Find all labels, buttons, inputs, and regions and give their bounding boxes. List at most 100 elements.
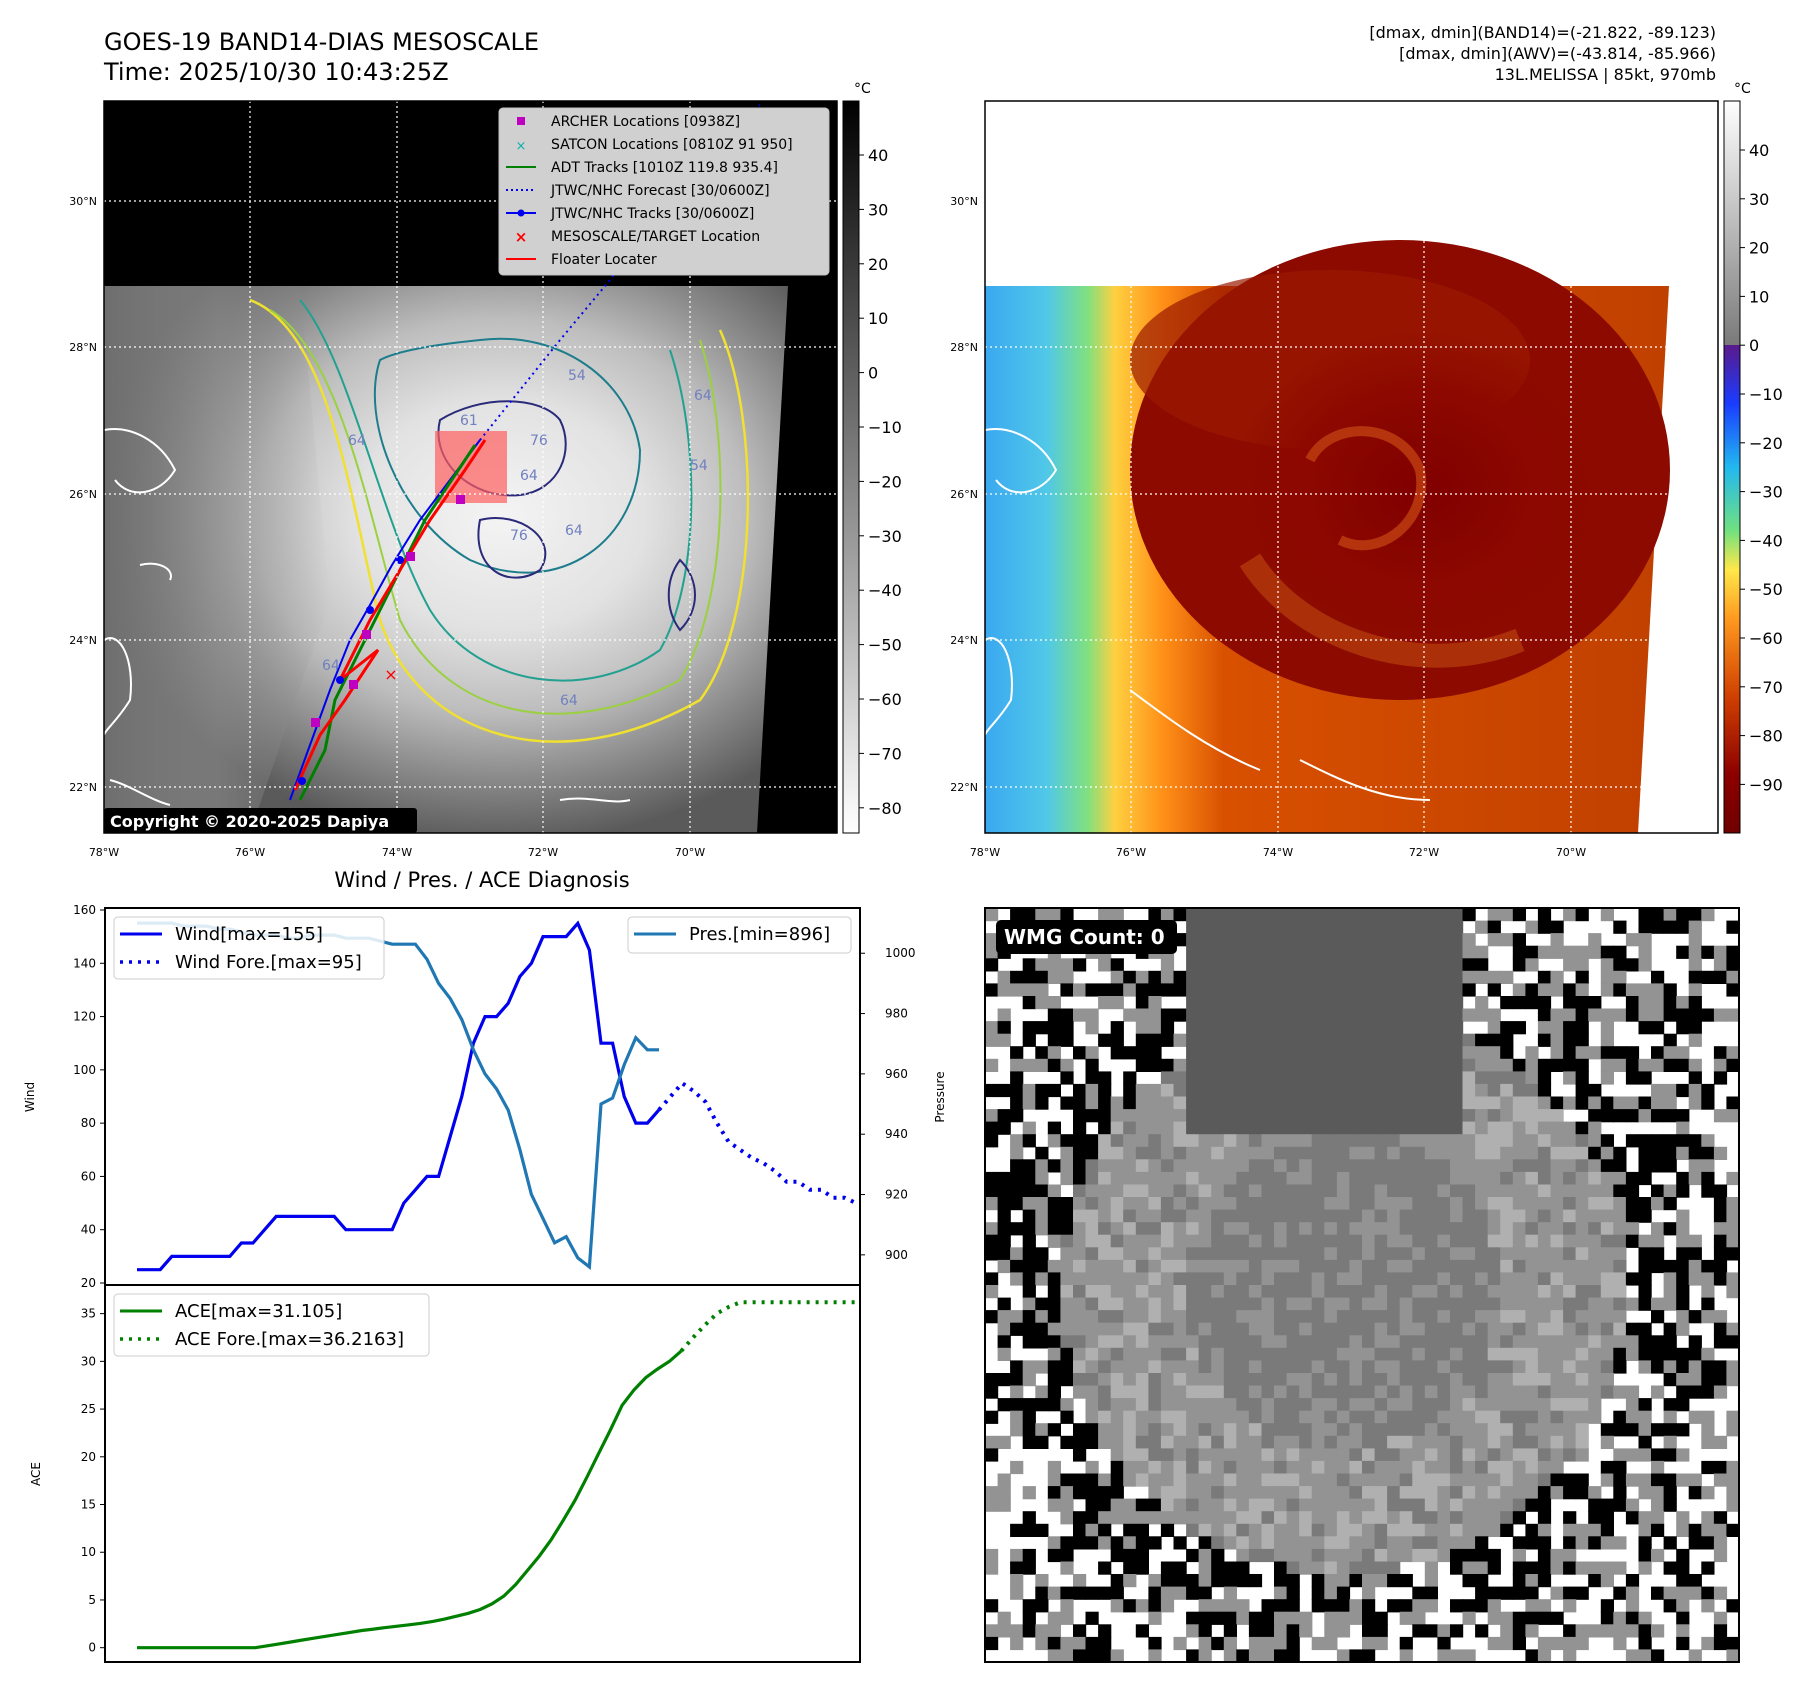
ace-axis-label: ACE	[29, 1462, 43, 1486]
wmg-cell	[1424, 920, 1438, 934]
ir-clear-air	[104, 286, 330, 833]
wmg-cell	[1475, 1222, 1489, 1236]
wmg-cell	[1475, 1360, 1489, 1374]
wmg-cell	[1424, 970, 1438, 984]
wmg-cell	[1487, 1209, 1501, 1223]
wmg-cell	[1638, 1435, 1652, 1449]
wmg-cell	[1211, 1247, 1225, 1261]
wmg-cell	[1047, 1197, 1061, 1211]
wmg-cell	[1198, 1536, 1212, 1550]
colorbar-tick-label: 10	[868, 309, 888, 328]
wmg-cell	[1613, 1222, 1627, 1236]
wmg-cell	[1600, 1171, 1614, 1186]
wmg-cell	[1726, 1109, 1740, 1123]
wmg-cell	[1651, 1385, 1665, 1399]
wmg-cell	[1550, 1033, 1564, 1047]
wmg-cell	[985, 1184, 999, 1198]
wmg-cell	[1286, 1184, 1300, 1198]
wmg-cell	[1651, 983, 1665, 997]
wmg-cell	[1374, 1636, 1388, 1651]
wmg-cell	[1085, 1498, 1099, 1512]
wmg-cell	[1110, 1247, 1124, 1261]
wmg-cell	[1073, 1473, 1087, 1487]
wmg-cell	[1123, 1259, 1137, 1274]
wmg-cell	[1475, 1423, 1489, 1437]
wmg-cell	[1387, 1121, 1401, 1135]
wmg-cell	[1475, 1259, 1489, 1274]
wmg-cell	[1085, 1373, 1099, 1387]
pressure-legend-box	[627, 916, 852, 954]
wmg-cell	[1537, 1460, 1552, 1475]
wmg-cell	[1362, 1259, 1376, 1274]
wmg-cell	[1261, 920, 1275, 934]
wind-tick-label: 80	[81, 1116, 96, 1130]
wmg-cell	[1374, 1435, 1388, 1449]
wmg-cell	[1148, 1385, 1162, 1399]
wmg-cell	[1374, 1410, 1388, 1424]
wmg-cell	[1387, 983, 1401, 997]
wmg-cell	[1424, 983, 1438, 997]
wmg-cell	[1060, 1310, 1074, 1324]
wmg-cell	[1688, 1033, 1702, 1047]
wmg-cell	[1186, 1498, 1200, 1512]
wmg-cell	[1286, 1146, 1300, 1160]
wmg-cell	[1324, 945, 1338, 959]
wmg-cell	[1500, 1486, 1514, 1500]
wmg-cell	[1261, 1008, 1275, 1022]
wmg-cell	[1424, 1561, 1438, 1575]
wmg-cell	[1336, 1486, 1351, 1500]
wmg-cell	[1487, 1008, 1501, 1022]
wmg-cell	[1336, 1184, 1351, 1198]
wmg-cell	[1135, 1498, 1149, 1512]
wmg-cell	[1500, 1096, 1514, 1110]
wmg-cell	[1324, 1046, 1338, 1060]
wmg-cell	[1575, 1486, 1589, 1500]
wmg-cell	[1324, 958, 1338, 972]
wmg-cell	[1537, 1247, 1552, 1261]
wmg-cell	[1525, 1385, 1539, 1399]
wmg-cell	[1123, 1473, 1137, 1487]
wmg-cell	[1563, 1222, 1577, 1236]
wmg-cell	[1148, 1058, 1162, 1072]
wmg-cell	[1399, 1008, 1413, 1022]
wmg-cell	[1299, 1096, 1313, 1110]
wmg-cell	[1500, 1159, 1514, 1173]
wmg-cell	[1399, 1134, 1413, 1148]
wmg-cell	[1060, 970, 1074, 984]
wmg-cell	[1701, 945, 1715, 959]
wmg-cell	[1173, 1448, 1187, 1462]
wmg-cell	[1387, 1523, 1401, 1537]
wmg-cell	[1625, 1209, 1640, 1223]
wmg-cell	[1299, 1058, 1313, 1072]
wmg-cell	[1487, 1561, 1501, 1575]
wmg-cell	[1550, 1121, 1564, 1135]
wmg-cell	[1186, 1083, 1200, 1098]
wmg-cell	[1022, 1134, 1036, 1148]
wmg-cell	[1387, 1171, 1401, 1186]
wmg-cell	[1060, 1259, 1074, 1274]
wmg-cell	[1726, 1285, 1740, 1299]
wmg-cell	[1123, 1335, 1137, 1349]
wmg-cell	[1160, 1373, 1175, 1387]
wmg-cell	[1588, 1523, 1602, 1537]
wmg-cell	[1261, 1197, 1275, 1211]
wmg-cell	[985, 933, 999, 947]
wmg-cell	[1688, 970, 1702, 984]
wmg-cell	[1098, 1310, 1112, 1324]
wmg-cell	[1663, 1423, 1677, 1437]
wmg-cell	[1412, 1033, 1426, 1047]
wmg-cell	[1726, 920, 1740, 934]
wmg-cell	[1148, 1096, 1162, 1110]
wmg-cell	[1223, 1611, 1237, 1625]
wmg-cell	[1299, 1486, 1313, 1500]
wmg-cell	[1412, 1498, 1426, 1512]
wmg-cell	[1424, 1548, 1438, 1563]
wmg-cell	[1098, 1398, 1112, 1412]
wmg-cell	[1336, 945, 1351, 959]
wmg-cell	[1110, 1197, 1124, 1211]
wmg-cell	[1688, 1523, 1702, 1537]
wmg-cell	[1274, 1033, 1288, 1047]
wmg-cell	[1211, 1335, 1225, 1349]
wmg-cell	[1085, 1586, 1099, 1600]
wmg-cell	[1525, 1624, 1539, 1638]
